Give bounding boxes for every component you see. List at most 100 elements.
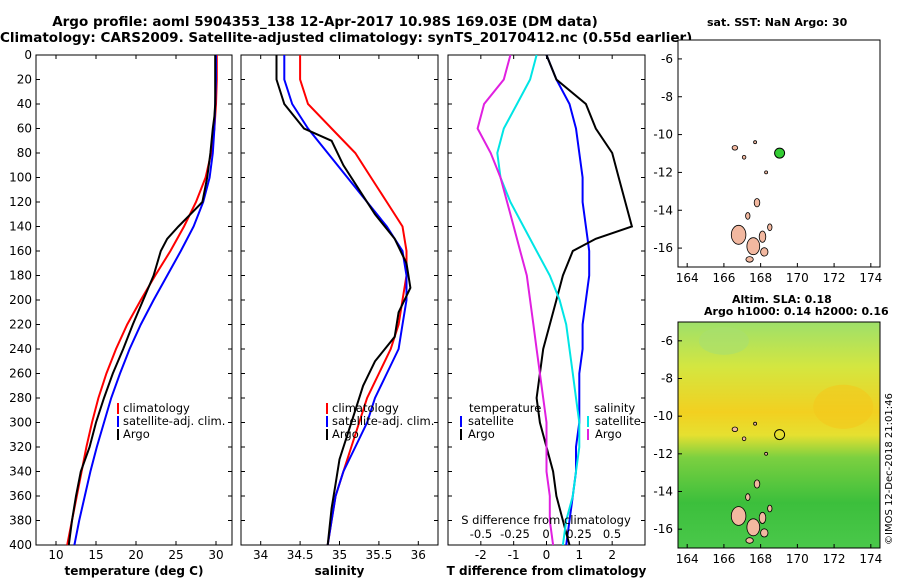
depth-tick-label: 240 [9, 342, 32, 356]
sst-map-island [731, 145, 739, 151]
difference-series-t-argo [535, 54, 634, 546]
salinity-legend-label: Argo [332, 427, 359, 441]
salinity-series-satellite-adj-clim- [283, 55, 408, 546]
sla-map-island [731, 426, 739, 432]
difference-xtick-label: -1 [508, 548, 520, 562]
diff-legend-s-label: Argo [595, 427, 622, 441]
sla-map-argo-marker [774, 429, 786, 441]
sla-panel-title-1: Altim. SLA: 0.18 [732, 293, 832, 306]
sla-map-island [745, 537, 754, 544]
sst-map-island [741, 155, 747, 160]
sst-map-xtick-label: 166 [712, 271, 735, 285]
difference-xtick-label: 2 [608, 548, 616, 562]
sst-map-xtick-label: 164 [676, 271, 699, 285]
sla-map-island [767, 504, 773, 513]
depth-tick-label: 380 [9, 514, 32, 528]
sla-map-ytick-label: -8 [661, 372, 673, 386]
diff-x2tick-label: -0.5 [470, 527, 492, 541]
sst-map-island [746, 237, 761, 256]
sst-map-ytick-label: -14 [653, 203, 673, 217]
diff-legend-salinity-title: salinity [594, 401, 635, 415]
diff-x2tick-label: 0.25 [566, 527, 592, 541]
salinity-xtick-label: 35 [332, 548, 347, 562]
figure-title-line2: Climatology: CARS2009. Satellite-adjuste… [0, 30, 693, 46]
difference-xtick-label: 1 [576, 548, 584, 562]
temperature-xtick-label: 10 [48, 548, 63, 562]
depth-tick-label: 200 [9, 293, 32, 307]
diff-x2tick-label: 0.5 [603, 527, 621, 541]
sst-map-island [730, 224, 747, 245]
temperature-xtick-label: 30 [208, 548, 223, 562]
sla-field [678, 322, 880, 548]
salinity-xtick-label: 36 [411, 548, 426, 562]
diff-legend-t-label: satellite [468, 414, 514, 428]
sst-map-island [760, 247, 769, 257]
diff-x2label: S difference from climatology [461, 513, 631, 527]
sst-map-ytick-label: -12 [653, 165, 673, 179]
sst-map-island [753, 198, 761, 208]
diff-x2tick-label: -0.25 [500, 527, 530, 541]
depth-tick-label: 20 [17, 73, 32, 87]
salinity-xtick-label: 34.5 [287, 548, 314, 562]
sla-map-island [764, 451, 768, 456]
sla-map-xtick-label: 164 [676, 552, 699, 566]
difference-xtick-label: -2 [475, 548, 487, 562]
sst-map-argo-marker [774, 147, 786, 159]
diff-legend-t-label: Argo [468, 427, 495, 441]
sst-map-ytick-label: -10 [653, 128, 673, 142]
diff-legend-s-label: satellite [595, 414, 641, 428]
sst-map-island [745, 212, 751, 220]
depth-tick-label: 40 [17, 97, 32, 111]
sla-map-ytick-label: -16 [653, 522, 673, 536]
depth-tick-label: 340 [9, 465, 32, 479]
depth-tick-label: 120 [9, 195, 32, 209]
temperature-xtick-label: 20 [128, 548, 143, 562]
depth-tick-label: 180 [9, 269, 32, 283]
depth-tick-label: 140 [9, 220, 32, 234]
diff-x2tick-label: 0 [542, 527, 549, 541]
depth-tick-label: 360 [9, 489, 32, 503]
sst-map-island [764, 170, 768, 175]
figure-title-line1: Argo profile: aoml 5904353_138 12-Apr-20… [52, 14, 598, 30]
sla-map-xtick-label: 170 [786, 552, 809, 566]
sst-map-island [745, 256, 754, 263]
temperature-xlabel: temperature (deg C) [65, 564, 204, 578]
sla-map-xtick-label: 174 [859, 552, 882, 566]
depth-tick-label: 0 [24, 48, 32, 62]
sst-map-frame [677, 39, 881, 268]
sla-map-island [753, 479, 761, 489]
sla-map-island [741, 436, 747, 442]
sst-map-island [758, 230, 767, 243]
sst-panel-title: sat. SST: NaN Argo: 30 [707, 16, 848, 29]
depth-tick-label: 280 [9, 391, 32, 405]
depth-tick-label: 60 [17, 122, 32, 136]
temperature-xtick-label: 25 [168, 548, 183, 562]
sla-map-island [746, 518, 761, 537]
sla-patch-low [698, 326, 749, 355]
depth-tick-label: 400 [9, 538, 32, 552]
temperature-xtick-label: 15 [88, 548, 103, 562]
sst-map-xtick-label: 168 [749, 271, 772, 285]
sla-map-frame [677, 321, 881, 549]
temperature-legend-label: Argo [123, 427, 150, 441]
sst-map-ytick-label: -8 [661, 90, 673, 104]
difference-xtick-label: 0 [543, 548, 551, 562]
depth-tick-label: 260 [9, 367, 32, 381]
depth-tick-label: 80 [17, 146, 32, 160]
sst-map-xtick-label: 170 [786, 271, 809, 285]
sst-map-ytick-label: -16 [653, 241, 673, 255]
sla-map-island [730, 506, 747, 526]
sla-map-ytick-label: -10 [653, 409, 673, 423]
temperature-series-argo [67, 55, 217, 546]
sst-map-island [767, 223, 773, 232]
sst-map-island [753, 140, 757, 145]
salinity-xtick-label: 34 [253, 548, 268, 562]
sla-map-ytick-label: -14 [653, 485, 673, 499]
difference-series-s-satellite [496, 54, 581, 546]
difference-xlabel: T difference from climatology [447, 564, 647, 578]
sla-panel-title-2: Argo h1000: 0.14 h2000: 0.16 [704, 305, 889, 318]
salinity-series-argo [275, 55, 412, 546]
sla-map-island [753, 421, 757, 426]
depth-tick-label: 100 [9, 171, 32, 185]
sla-map-island [758, 511, 767, 524]
